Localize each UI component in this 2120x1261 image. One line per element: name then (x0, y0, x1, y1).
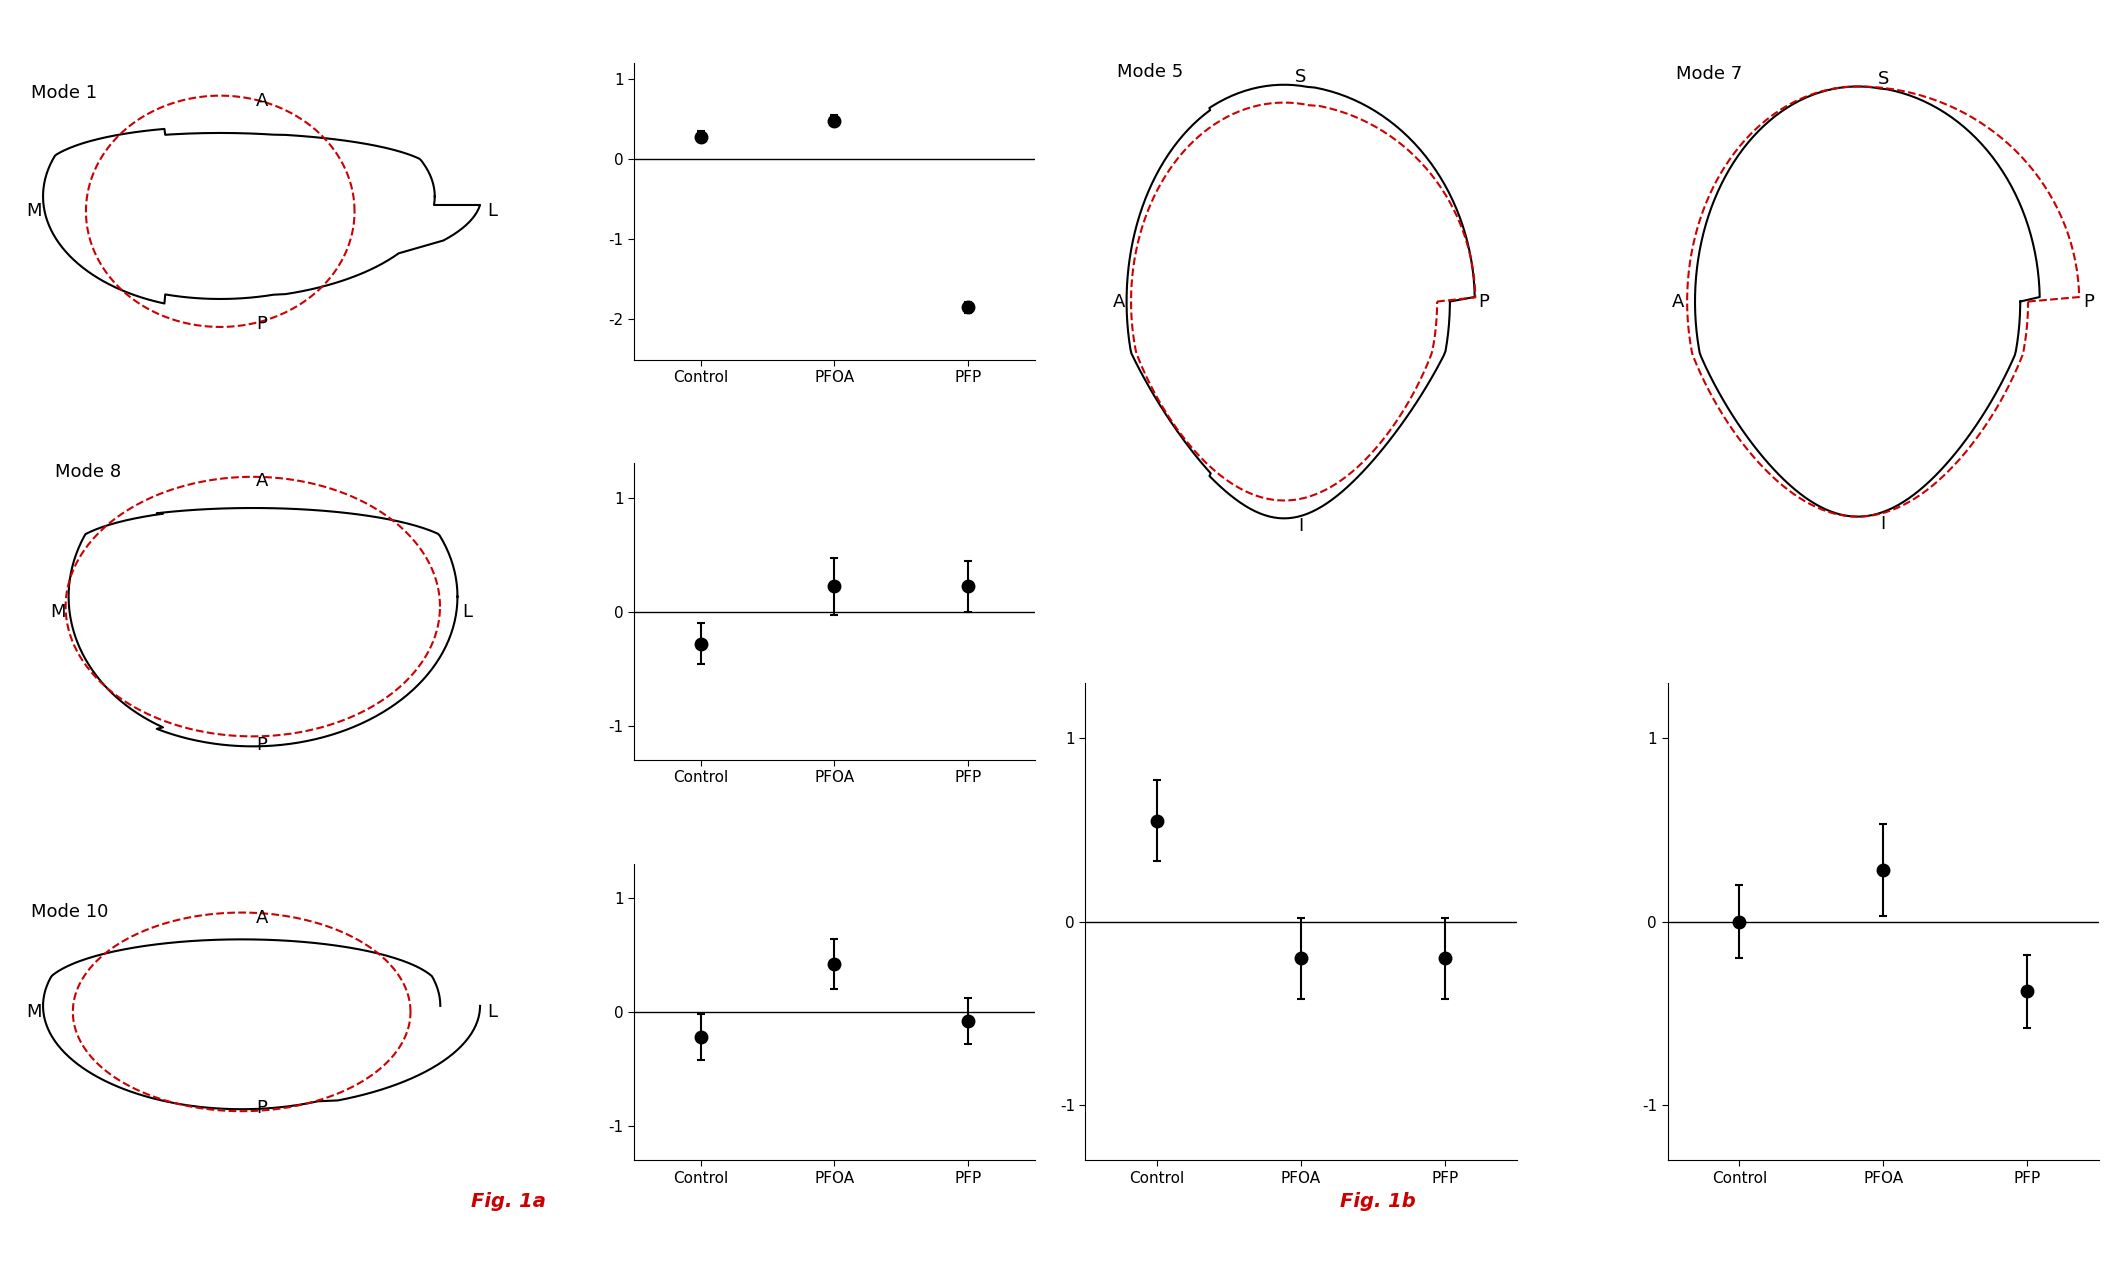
Text: P: P (1478, 293, 1488, 310)
Text: M: M (51, 603, 66, 620)
Text: P: P (2084, 293, 2095, 310)
Text: Mode 8: Mode 8 (55, 463, 121, 482)
Text: L: L (462, 603, 473, 620)
Text: I: I (1297, 517, 1304, 535)
Text: M: M (25, 202, 42, 221)
Text: A: A (254, 92, 267, 110)
Text: A: A (1113, 293, 1126, 310)
Text: I: I (1880, 516, 1887, 533)
Text: Fig. 1a: Fig. 1a (471, 1192, 547, 1211)
Text: M: M (25, 1002, 42, 1021)
Text: P: P (257, 736, 267, 754)
Text: P: P (257, 1098, 267, 1117)
Text: S: S (1878, 69, 1889, 88)
Text: Mode 1: Mode 1 (32, 84, 98, 102)
Text: L: L (488, 202, 496, 221)
Text: Mode 7: Mode 7 (1677, 66, 1743, 83)
Text: S: S (1295, 68, 1306, 86)
Text: Fig. 1b: Fig. 1b (1340, 1192, 1416, 1211)
Text: P: P (257, 315, 267, 333)
Text: A: A (1673, 293, 1683, 310)
Text: A: A (254, 909, 267, 927)
Text: A: A (254, 472, 267, 491)
Text: Mode 5: Mode 5 (1117, 63, 1183, 81)
Text: L: L (488, 1002, 496, 1021)
Text: Mode 10: Mode 10 (32, 903, 108, 921)
